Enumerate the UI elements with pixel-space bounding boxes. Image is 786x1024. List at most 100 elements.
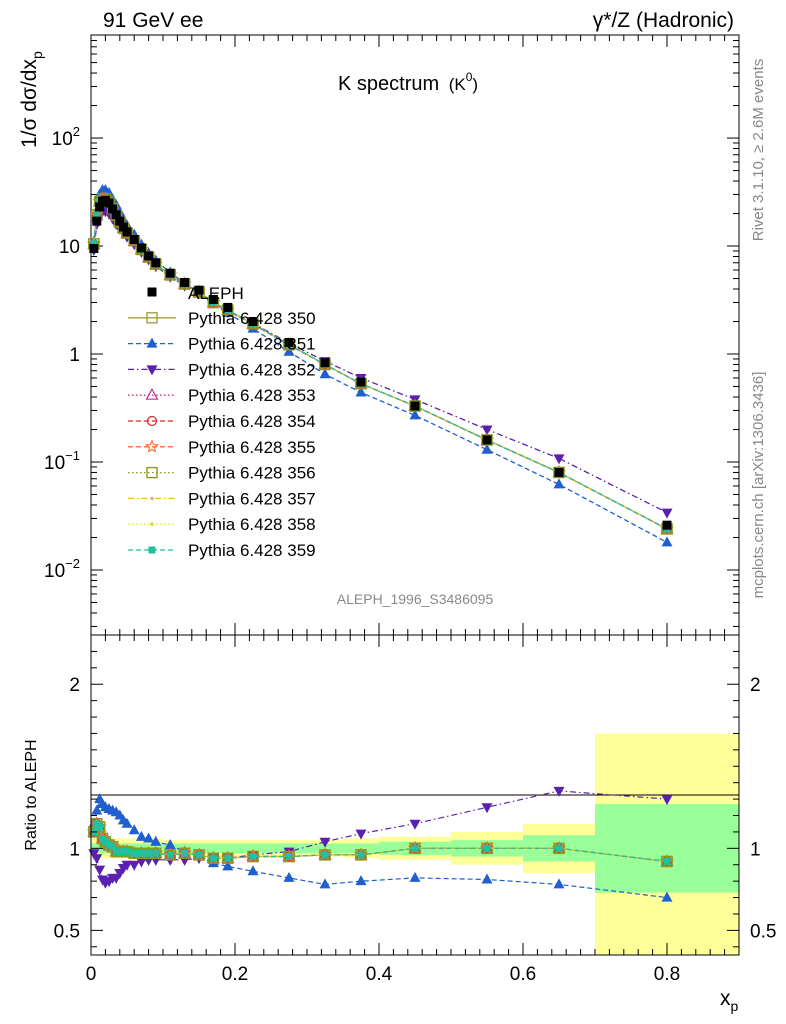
data-point (95, 202, 105, 212)
main-y-tick-label-base: 10 (59, 237, 80, 258)
main-y-tick-label: 10−1 (44, 448, 80, 474)
legend-marker-2 (146, 365, 158, 376)
data-point (248, 317, 258, 327)
legend-marker-6 (146, 466, 158, 479)
data-point (165, 268, 175, 278)
x-tick-label: 0.8 (654, 964, 680, 985)
legend: ALEPH Pythia 6.428 350 Pythia 6.428 351 Pyt… (128, 284, 316, 560)
main-y-tick-label-base: 10 (52, 129, 73, 150)
data-point (151, 258, 161, 268)
ratio-marker-9 (112, 848, 120, 856)
plot-title: K spectrum (K0) (338, 70, 478, 95)
ratio-marker-9 (249, 853, 257, 861)
legend-label-9: Pythia 6.428 359 (188, 541, 316, 560)
ratio-series-group (86, 786, 675, 902)
ratio-marker-1 (319, 878, 331, 889)
ratio-marker-1 (283, 871, 295, 882)
series-marker-2 (481, 425, 493, 436)
main-y-tick-label: 1 (69, 345, 80, 366)
series-marker-1 (283, 345, 295, 356)
legend-marker-4 (146, 415, 158, 427)
legend-marker-7 (150, 496, 154, 501)
ratio-marker-1 (128, 824, 140, 835)
ratio-marker-9 (152, 849, 160, 857)
data-point (662, 520, 672, 530)
ratio-marker-9 (105, 841, 113, 849)
ratio-marker-9 (109, 843, 117, 851)
ratio-panel: 0.5 0.5 1 1 2 2 0 0.2 0.4 0.6 0.8 (54, 634, 776, 985)
ratio-marker-1 (135, 830, 147, 841)
header-left: 91 GeV ee (103, 9, 203, 32)
series-line-4 (93, 198, 668, 530)
x-axis-label-sub: p (731, 998, 739, 1014)
ratio-marker-1 (661, 891, 673, 902)
ratio-y-tick-label-right: 2 (750, 675, 761, 696)
data-point (111, 210, 121, 220)
ratio-y-tick-label-right: 1 (750, 839, 761, 860)
series-line-2 (93, 210, 668, 514)
ratio-frame (90, 634, 740, 956)
ratio-marker-1 (150, 835, 162, 846)
series-marker-9 (90, 240, 98, 248)
series-marker-1 (409, 409, 421, 420)
legend-label-3: Pythia 6.428 353 (188, 386, 316, 405)
legend-label-6: Pythia 6.428 356 (188, 464, 316, 483)
series-marker-6 (481, 434, 493, 446)
data-point (554, 467, 564, 477)
legend-label-data: ALEPH (188, 284, 244, 303)
series-line-5 (93, 197, 668, 530)
ratio-uncertainty-bands (91, 733, 739, 955)
ratio-line-9 (93, 822, 668, 863)
legend-label-1: Pythia 6.428 351 (188, 335, 316, 354)
main-y-tick-label-exp: −1 (65, 448, 80, 463)
main-y-label-text: 1/σ dσ/dx (18, 59, 41, 148)
series-line-9 (93, 197, 668, 530)
ratio-line-1 (93, 797, 668, 899)
ratio-y-label: Ratio to ALEPH (23, 739, 40, 850)
ratio-ticks: 0.5 0.5 1 1 2 2 0 0.2 0.4 0.6 0.8 (54, 634, 776, 985)
main-y-label: 1/σ dσ/dxp (18, 51, 45, 148)
mcplots-label: mcplots.cern.ch [arXiv:1306.3436] (750, 372, 767, 599)
rivet-label: Rivet 3.1.10, ≥ 2.6M events (750, 59, 767, 242)
data-point (108, 204, 118, 214)
ratio-marker-2 (355, 829, 367, 840)
x-axis-label-text: x (720, 987, 731, 1010)
x-axis-label: xp (720, 987, 739, 1014)
data-point (129, 234, 139, 244)
main-y-tick-label-base: 10 (44, 453, 65, 474)
ratio-inner-band-9 (595, 804, 739, 893)
main-y-tick-label: 102 (52, 124, 80, 150)
legend-label-0: Pythia 6.428 350 (188, 309, 316, 328)
plot-title-paren: (K (449, 75, 467, 94)
data-point (284, 337, 294, 347)
ratio-marker-9 (181, 849, 189, 857)
ratio-marker-1 (91, 804, 103, 815)
ratio-marker-1 (222, 860, 234, 871)
ratio-marker-1 (553, 878, 565, 889)
legend-label-7: Pythia 6.428 357 (188, 489, 316, 508)
ratio-y-tick-label-left: 1 (69, 839, 80, 860)
ratio-marker-2 (121, 860, 133, 871)
series-marker-1 (481, 443, 493, 454)
x-tick-label: 0.6 (510, 964, 536, 985)
ratio-marker-1 (481, 873, 493, 884)
ratio-marker-2 (481, 803, 493, 814)
legend-label-8: Pythia 6.428 358 (188, 515, 316, 534)
ratio-marker-9 (166, 851, 174, 859)
legend-label-2: Pythia 6.428 352 (188, 360, 316, 379)
legend-marker-9 (148, 546, 156, 554)
x-tick-label: 0 (86, 964, 97, 985)
plot-title-close: ) (472, 75, 478, 94)
legend-marker-5 (144, 439, 160, 453)
ratio-marker-1 (409, 871, 421, 882)
main-series-group (86, 184, 675, 547)
legend-label-4: Pythia 6.428 354 (188, 412, 316, 431)
main-y-tick-label: 10 (59, 237, 80, 258)
ratio-marker-1 (143, 832, 155, 843)
ratio-marker-1 (121, 817, 133, 828)
data-point (118, 222, 128, 232)
ratio-marker-9 (357, 851, 365, 859)
series-marker-2 (661, 508, 673, 519)
